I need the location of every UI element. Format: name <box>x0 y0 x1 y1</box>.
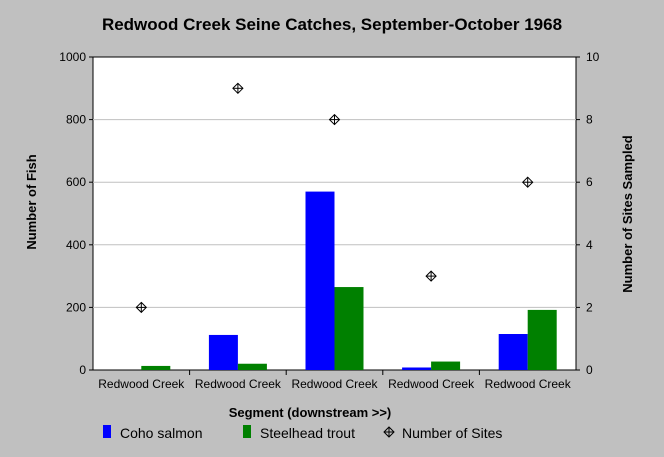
site-marker <box>521 176 534 188</box>
y-axis-title: Number of Fish <box>24 154 39 249</box>
y2-tick-label: 0 <box>586 363 593 377</box>
y2-tick-label: 6 <box>586 175 593 189</box>
y2-axis-ticks: 0 2 4 6 8 10 <box>576 50 600 377</box>
y2-tick-label: 8 <box>586 113 593 127</box>
legend-swatch <box>103 425 111 438</box>
site-marker <box>232 82 244 95</box>
y2-tick-label: 4 <box>586 238 593 252</box>
y-tick-label: 1000 <box>59 50 86 64</box>
x-tick-label: Redwood Creek <box>388 377 475 391</box>
bars <box>141 191 557 370</box>
y2-tick-label: 10 <box>586 50 600 64</box>
legend-label: Coho salmon <box>120 425 203 441</box>
x-tick-label: Redwood Creek <box>485 377 572 391</box>
legend: Coho salmon Steelhead trout Number of Site… <box>103 425 502 441</box>
legend-label: Number of Sites <box>402 425 502 441</box>
site-marker <box>135 301 148 314</box>
bar <box>431 361 461 370</box>
y-tick-label: 400 <box>66 238 86 252</box>
y-tick-label: 600 <box>66 175 86 189</box>
site-marker <box>328 113 341 126</box>
bar <box>208 334 238 370</box>
x-axis-title: Segment (downstream >>) <box>229 405 392 420</box>
legend-swatch <box>243 425 251 438</box>
x-tick-label: Redwood Creek <box>291 377 378 391</box>
y-tick-label: 800 <box>66 113 86 127</box>
y2-axis-title: Number of Sites Sampled <box>620 135 635 293</box>
y-tick-label: 200 <box>66 300 86 314</box>
bar <box>402 367 432 370</box>
y-axis-ticks: 0 200 400 600 800 1000 <box>59 50 93 377</box>
y2-tick-label: 2 <box>586 300 593 314</box>
bar <box>141 365 171 370</box>
bar <box>305 191 335 370</box>
site-markers <box>135 82 534 314</box>
x-tick-label: Redwood Creek <box>195 377 282 391</box>
site-marker <box>425 270 437 282</box>
bar <box>527 309 557 370</box>
chart-title: Redwood Creek Seine Catches, September-O… <box>102 15 562 34</box>
x-axis-ticks: Redwood Creek Redwood Creek Redwood Creek R… <box>98 370 572 391</box>
bar <box>498 334 528 370</box>
x-tick-label: Redwood Creek <box>98 377 185 391</box>
bar <box>237 363 267 370</box>
bar <box>334 287 364 370</box>
legend-label: Steelhead trout <box>260 425 355 441</box>
y-tick-label: 0 <box>79 363 86 377</box>
